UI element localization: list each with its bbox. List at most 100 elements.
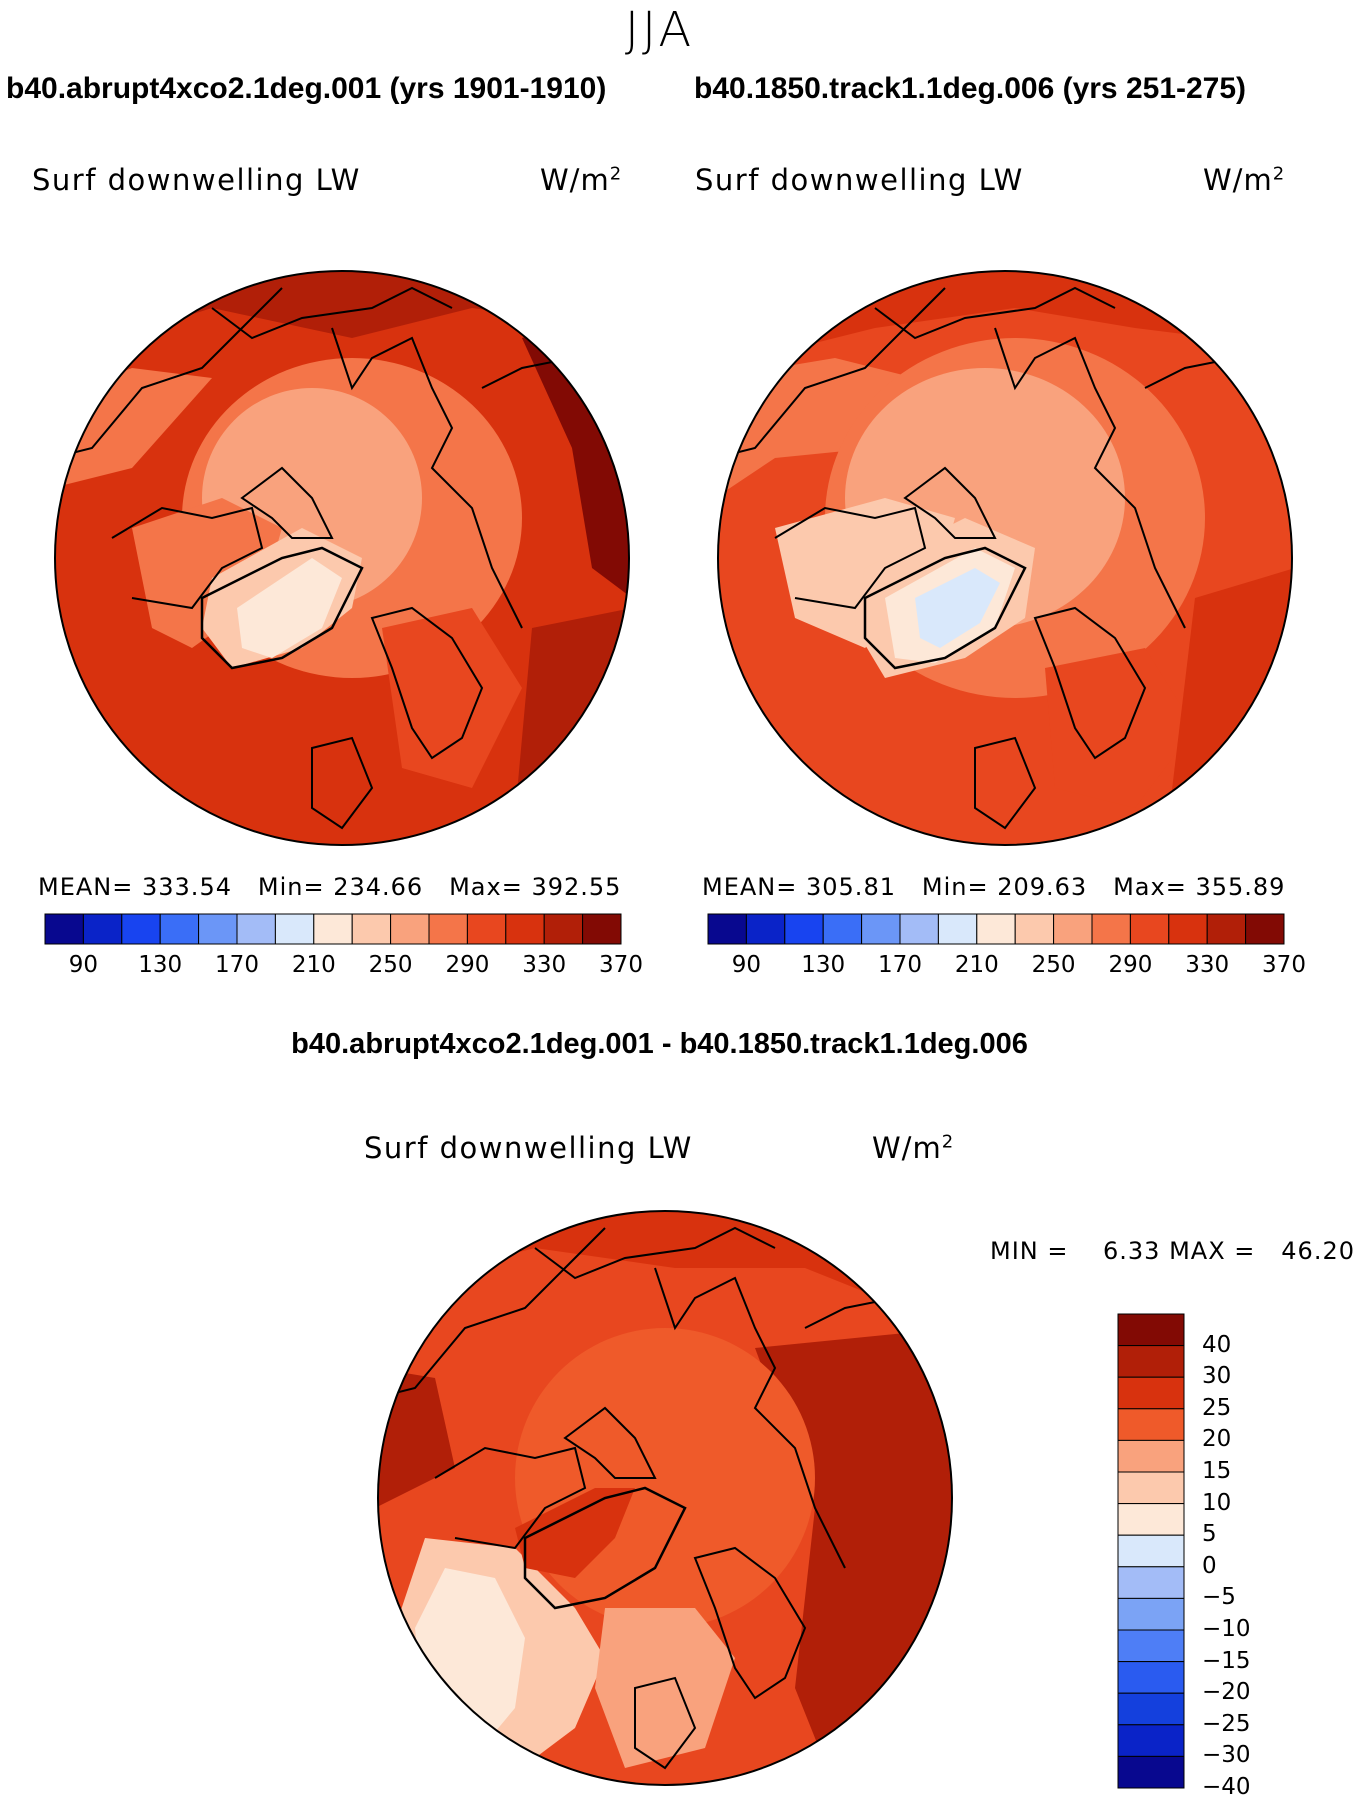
panel-2-colorbar-tick-label: 290 [1108, 952, 1153, 978]
panel-2-units: W/m2 [1203, 163, 1286, 197]
difference-colorbar-box [1117, 1661, 1185, 1694]
panel-1-colorbar-tick-label: 250 [368, 952, 413, 978]
panel-2-colorbar-tick-label: 170 [878, 952, 922, 978]
difference-colorbar-tick-label: −10 [1202, 1616, 1251, 1642]
map-2-coastlines [718, 286, 1276, 830]
difference-title: b40.abrupt4xco2.1deg.001 - b40.1850.trac… [291, 1028, 1028, 1060]
panel-1-colorbar-box [121, 913, 161, 945]
panel-1-stats: MEAN= 333.54 Min= 234.66 Max= 392.55 [38, 873, 622, 901]
panel-1-colorbar-box [390, 913, 430, 945]
panel-1-mean: 333.54 [142, 873, 232, 901]
panel-1-colorbar-box [274, 913, 315, 945]
difference-colorbar-tick-label: 15 [1202, 1458, 1232, 1484]
panel-2-colorbar-box [976, 913, 1016, 945]
panel-2-stats: MEAN= 305.81 Min= 209.63 Max= 355.89 [702, 873, 1286, 901]
difference-colorbar-box [1117, 1724, 1185, 1757]
panel-1-min: 234.66 [333, 873, 424, 901]
map-1-field-europe [382, 608, 522, 788]
map-1-field-greenland-inner [237, 558, 342, 658]
panel-2-colorbar [707, 913, 1285, 945]
difference-colorbar-box [1117, 1471, 1185, 1505]
difference-variable: Surf downwelling LW [364, 1131, 693, 1165]
panel-1-colorbar-tick-label: 170 [215, 952, 259, 978]
diff-field-atlantic [595, 1608, 735, 1768]
panel-2-colorbar-box [707, 913, 747, 945]
difference-colorbar-tick-label: 25 [1202, 1394, 1232, 1421]
difference-colorbar-box [1117, 1408, 1185, 1441]
panel-2-colorbar-box [1053, 913, 1093, 945]
difference-colorbar-tick-label: 40 [1202, 1331, 1232, 1358]
map-2-field-europe [1045, 648, 1195, 808]
map-2-boundary [717, 270, 1293, 846]
panel-2-colorbar-box [1245, 913, 1285, 945]
panel-2-min: 209.63 [997, 873, 1088, 901]
difference-colorbar-tick-label: −15 [1202, 1647, 1251, 1674]
difference-colorbar-box [1117, 1692, 1185, 1726]
map-2-field-greenland-min [915, 568, 1000, 648]
panel-1-colorbar-box [159, 913, 200, 945]
panel-2-case-title: b40.1850.track1.1deg.006 (yrs 251-275) [694, 72, 1247, 105]
panel-2-colorbar-tick-label: 90 [731, 952, 762, 978]
panel-1-colorbar-box [428, 913, 468, 945]
difference-colorbar-tick-label: 30 [1202, 1363, 1232, 1390]
panel-2-polar-map [717, 270, 1293, 846]
difference-colorbar-box [1117, 1439, 1185, 1473]
difference-colorbar-box [1117, 1755, 1185, 1789]
panel-1-colorbar-box [505, 913, 545, 945]
panel-2-colorbar-tick-label: 210 [954, 952, 999, 978]
panel-1-colorbar [44, 913, 622, 945]
difference-colorbar-tick-label: 10 [1202, 1489, 1232, 1516]
panel-2-mean: 305.81 [806, 873, 896, 901]
difference-colorbar-box [1117, 1534, 1185, 1568]
panel-1-units: W/m2 [540, 163, 623, 197]
panel-1-colorbar-box [543, 913, 584, 945]
panel-2-colorbar-labels: 90 130 170 210 250 290 330 370 [706, 952, 1306, 982]
panel-1-colorbar-tick-label: 90 [68, 952, 99, 978]
panel-1-colorbar-tick-label: 290 [445, 952, 490, 978]
difference-colorbar-tick-label: −30 [1202, 1742, 1251, 1769]
panel-1-colorbar-tick-label: 330 [522, 952, 567, 978]
difference-colorbar-tick-label: 20 [1202, 1426, 1232, 1453]
panel-1-colorbar-box [198, 913, 238, 945]
panel-2-colorbar-box [1129, 913, 1170, 945]
difference-colorbar-box [1117, 1345, 1185, 1378]
difference-colorbar-box [1117, 1313, 1185, 1347]
panel-2-colorbar-box [745, 913, 786, 945]
panel-2-colorbar-box [1206, 913, 1247, 945]
difference-min-max: MIN = 6.33 MAX = 46.20 [990, 1237, 1355, 1265]
panel-2-colorbar-box [1168, 913, 1208, 945]
panel-1-colorbar-box [351, 913, 392, 945]
difference-colorbar-tick-label: 5 [1202, 1521, 1217, 1548]
difference-colorbar-box [1117, 1503, 1185, 1536]
panel-2-colorbar-box [937, 913, 978, 945]
difference-polar-map [377, 1210, 953, 1786]
difference-colorbar-box [1117, 1597, 1185, 1631]
panel-2-colorbar-tick-label: 330 [1185, 952, 1230, 978]
difference-colorbar-tick-label: −5 [1202, 1584, 1236, 1611]
panel-2-colorbar-box [784, 913, 824, 945]
panel-1-colorbar-tick-label: 370 [599, 952, 643, 978]
difference-colorbar-box [1117, 1566, 1185, 1599]
panel-1-colorbar-box [582, 913, 622, 945]
panel-2-colorbar-tick-label: 250 [1031, 952, 1076, 978]
panel-1-colorbar-box [44, 913, 84, 945]
panel-2-colorbar-tick-label: 370 [1262, 952, 1306, 978]
diff-field-greenland [515, 1488, 635, 1578]
panel-2-colorbar-box [899, 913, 939, 945]
difference-colorbar [1117, 1313, 1185, 1789]
difference-units: W/m2 [872, 1131, 955, 1165]
panel-2-colorbar-box [1091, 913, 1131, 945]
difference-colorbar-tick-label: 0 [1202, 1552, 1217, 1579]
panel-2-colorbar-box [1014, 913, 1055, 945]
panel-1-colorbar-labels: 90 130 170 210 250 290 330 370 [43, 952, 643, 982]
panel-2-max: 355.89 [1195, 873, 1286, 901]
panel-1-case-title: b40.abrupt4xco2.1deg.001 (yrs 1901-1910) [6, 72, 607, 105]
panel-1-colorbar-tick-label: 210 [291, 952, 336, 978]
difference-min: 6.33 [1103, 1237, 1161, 1265]
difference-colorbar-tick-label: −25 [1202, 1710, 1251, 1737]
panel-1-colorbar-tick-label: 130 [138, 952, 183, 978]
panel-1-max: 392.55 [531, 873, 622, 901]
panel-2-colorbar-box [822, 913, 863, 945]
panel-1-polar-map [54, 270, 630, 846]
panel-2-colorbar-box [861, 913, 901, 945]
